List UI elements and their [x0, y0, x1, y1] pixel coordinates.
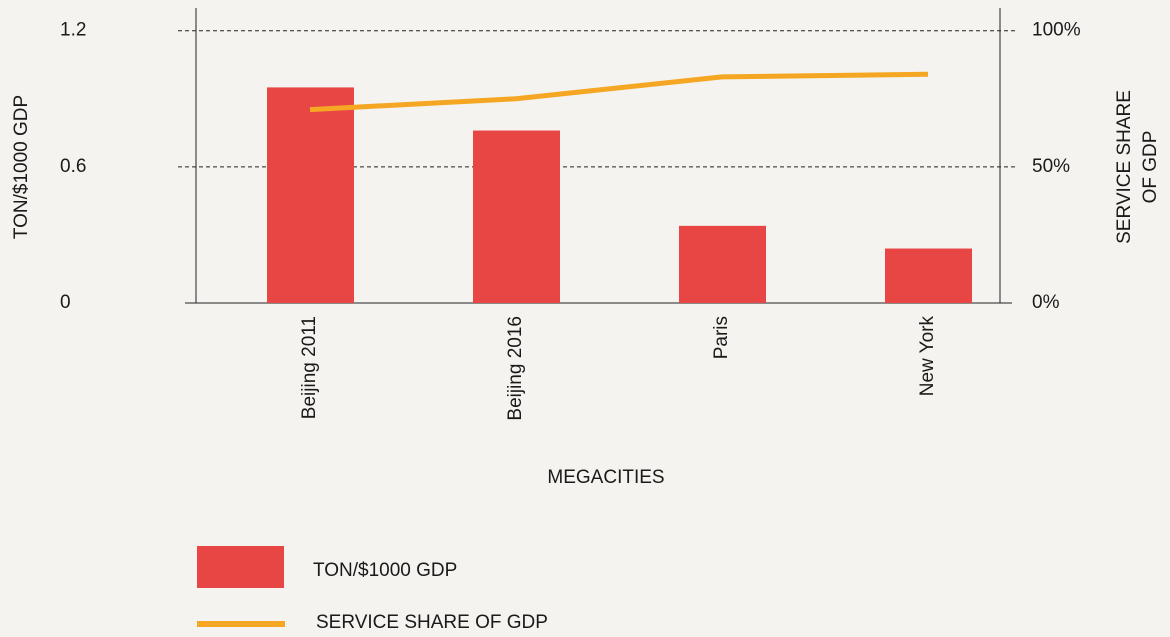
y-tick-label: 1.2 — [60, 20, 86, 41]
bar — [885, 248, 972, 303]
y-tick-label: 0.6 — [60, 156, 86, 177]
bar — [267, 87, 354, 303]
x-tick-label: Beijing 2016 — [505, 316, 526, 421]
bar — [473, 130, 560, 303]
legend-label: SERVICE SHARE OF GDP — [316, 612, 548, 633]
y2-tick-label: 100% — [1032, 20, 1081, 41]
x-axis-title: MEGACITIES — [547, 467, 664, 488]
legend-label: TON/$1000 GDP — [313, 560, 457, 581]
legend-swatch — [197, 546, 284, 588]
bar — [679, 225, 766, 303]
y2-axis-title: SERVICE SHARE — [1114, 90, 1135, 244]
y-axis-title: TON/$1000 GDP — [11, 95, 32, 239]
y-tick-label: 0 — [60, 292, 71, 313]
y2-tick-label: 50% — [1032, 156, 1070, 177]
y2-axis-title: OF GDP — [1140, 131, 1161, 204]
x-tick-label: Beijing 2011 — [299, 316, 320, 419]
line — [309, 71, 929, 113]
y2-tick-label: 0% — [1032, 292, 1060, 313]
x-tick-label: Paris — [711, 316, 732, 359]
x-tick-label: New York — [917, 316, 938, 397]
